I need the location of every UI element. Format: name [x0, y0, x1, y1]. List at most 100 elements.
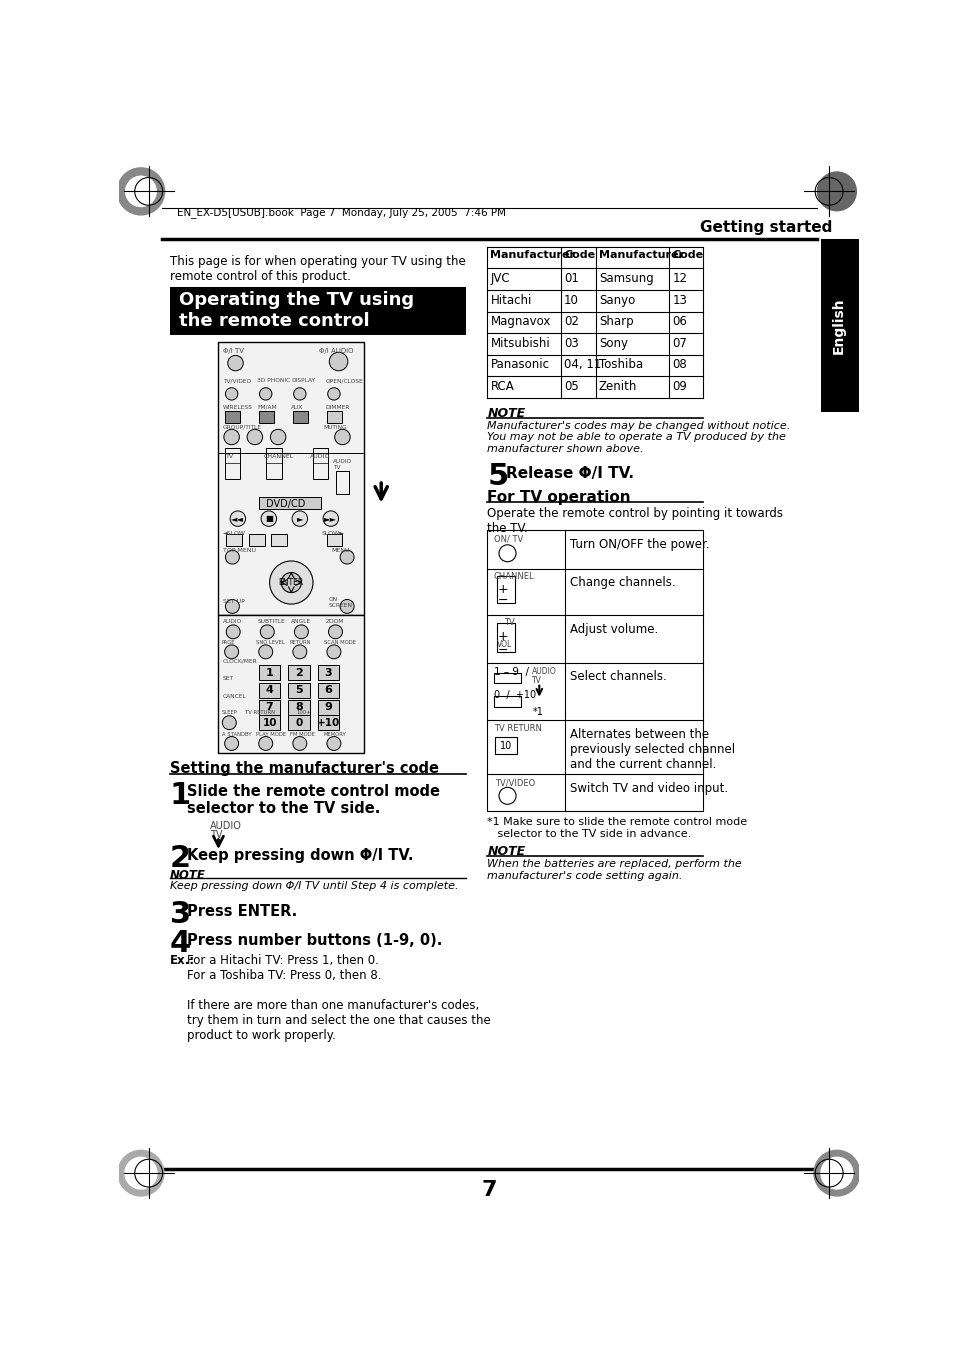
Text: Magnavox: Magnavox: [490, 315, 550, 328]
Text: AUDIO: AUDIO: [223, 619, 242, 624]
Circle shape: [294, 388, 306, 400]
Text: 12: 12: [672, 273, 687, 285]
Bar: [288, 715, 310, 731]
Text: DVD/CD: DVD/CD: [266, 499, 306, 508]
Text: 9: 9: [324, 703, 332, 712]
Text: 07: 07: [672, 336, 687, 350]
Bar: [258, 682, 280, 698]
Text: OPEN/CLOSE: OPEN/CLOSE: [325, 378, 363, 384]
Bar: [820, 239, 858, 412]
Circle shape: [281, 573, 301, 593]
Bar: [327, 534, 342, 546]
Circle shape: [261, 511, 276, 527]
Text: ENTER: ENTER: [278, 578, 304, 588]
Bar: [224, 411, 240, 423]
Text: Hitachi: Hitachi: [490, 293, 531, 307]
Text: English: English: [831, 297, 845, 354]
Text: Φ/I TV: Φ/I TV: [223, 347, 244, 354]
Text: CANCEL: CANCEL: [223, 694, 247, 700]
Bar: [317, 665, 339, 681]
Bar: [293, 411, 308, 423]
Circle shape: [259, 388, 272, 400]
Circle shape: [328, 388, 340, 400]
Text: EN_EX-D5[USUB].book  Page 7  Monday, July 25, 2005  7:46 PM: EN_EX-D5[USUB].book Page 7 Monday, July …: [177, 207, 506, 218]
Text: CHANNEL: CHANNEL: [493, 571, 534, 581]
Text: Manufacturer's codes may be changed without notice.
You may not be able to opera: Manufacturer's codes may be changed with…: [487, 422, 790, 454]
Text: 6: 6: [324, 685, 332, 696]
Circle shape: [270, 561, 313, 604]
Circle shape: [293, 644, 307, 659]
Bar: [493, 673, 520, 684]
Bar: [313, 447, 328, 478]
Circle shape: [292, 511, 307, 527]
Text: Mitsubishi: Mitsubishi: [490, 336, 550, 350]
Text: FM MODE: FM MODE: [290, 732, 314, 736]
Text: MEMORY: MEMORY: [323, 732, 346, 736]
Text: 2: 2: [170, 844, 191, 873]
Text: Panasonic: Panasonic: [490, 358, 549, 372]
Circle shape: [294, 626, 308, 639]
Text: Zenith: Zenith: [598, 380, 637, 393]
Circle shape: [224, 736, 238, 750]
Text: AUX: AUX: [291, 405, 303, 409]
Circle shape: [328, 626, 342, 639]
Text: TV: TV: [333, 465, 340, 470]
Circle shape: [222, 716, 236, 730]
Text: Turn ON/OFF the power.: Turn ON/OFF the power.: [569, 538, 708, 551]
Text: AUDIO: AUDIO: [333, 458, 352, 463]
Text: Select channels.: Select channels.: [569, 670, 665, 684]
Text: RETURN: RETURN: [290, 639, 311, 644]
Text: For TV operation: For TV operation: [487, 490, 630, 505]
Bar: [317, 682, 339, 698]
Text: NOTE: NOTE: [487, 407, 525, 420]
Text: Keep pressing down Φ/I TV.: Keep pressing down Φ/I TV.: [187, 848, 413, 863]
Bar: [258, 497, 320, 508]
Text: SUBTITLE: SUBTITLE: [257, 619, 285, 624]
Text: 10: 10: [563, 293, 578, 307]
Circle shape: [816, 172, 856, 211]
Bar: [218, 615, 364, 754]
Text: 7: 7: [266, 703, 274, 712]
Text: SLOW►: SLOW►: [321, 531, 344, 536]
Text: Slide the remote control mode
selector to the TV side.: Slide the remote control mode selector t…: [187, 784, 439, 816]
Text: ON/ TV: ON/ TV: [493, 534, 522, 543]
Bar: [218, 342, 364, 615]
Bar: [317, 715, 339, 731]
Text: SNO LEVEL: SNO LEVEL: [255, 639, 284, 644]
Circle shape: [258, 736, 273, 750]
Text: 13: 13: [672, 293, 687, 307]
Text: ANGLE: ANGLE: [291, 619, 311, 624]
Text: ON
SCREEN: ON SCREEN: [328, 597, 352, 608]
Text: 2: 2: [294, 667, 303, 678]
Text: Setting the manufacturer's code: Setting the manufacturer's code: [170, 761, 438, 777]
Text: 08: 08: [672, 358, 686, 372]
Text: 3D PHONIC: 3D PHONIC: [257, 378, 290, 384]
Text: RCA: RCA: [490, 380, 514, 393]
Text: A STANDBY: A STANDBY: [221, 732, 251, 736]
Text: CLOCK/MER: CLOCK/MER: [223, 659, 257, 663]
Text: 03: 03: [563, 336, 578, 350]
Text: Samsung: Samsung: [598, 273, 653, 285]
Text: 1: 1: [170, 781, 191, 811]
Text: DISPLAY: DISPLAY: [291, 378, 315, 384]
Text: TV/VIDEO: TV/VIDEO: [495, 778, 535, 788]
Bar: [258, 665, 280, 681]
Text: −: −: [497, 593, 508, 607]
Text: Sony: Sony: [598, 336, 627, 350]
Bar: [266, 447, 282, 478]
Text: PLAY MODE: PLAY MODE: [255, 732, 285, 736]
Bar: [495, 738, 517, 754]
Text: 09: 09: [672, 380, 687, 393]
Text: TV: TV: [226, 454, 234, 459]
Text: *1 Make sure to slide the remote control mode
   selector to the TV side in adva: *1 Make sure to slide the remote control…: [487, 817, 747, 839]
Text: Release Φ/I TV.: Release Φ/I TV.: [505, 466, 634, 481]
Text: ►: ►: [296, 515, 303, 523]
Circle shape: [225, 600, 239, 613]
Text: Manufacturer: Manufacturer: [490, 250, 575, 259]
Text: 04, 11: 04, 11: [563, 358, 600, 372]
Text: AUDIO: AUDIO: [310, 454, 330, 459]
Text: TV: TV: [531, 677, 541, 685]
Text: +10: +10: [316, 717, 340, 728]
Text: 7: 7: [480, 1179, 497, 1200]
Text: +: +: [497, 584, 508, 596]
